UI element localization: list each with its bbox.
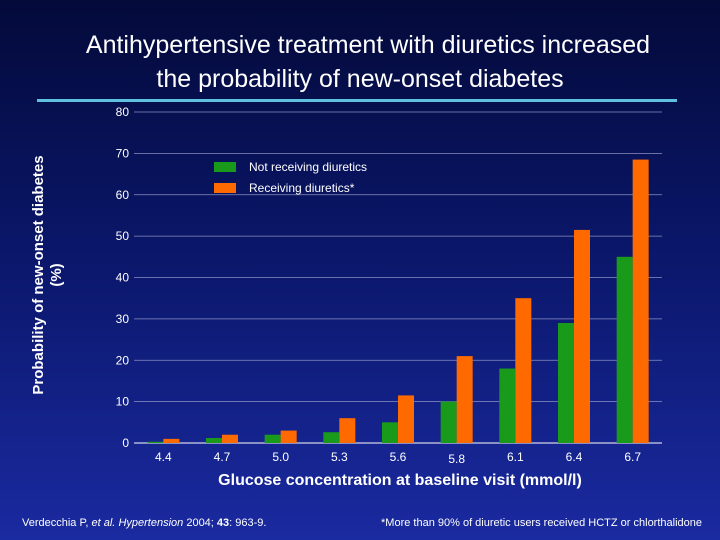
citation-volume: 43 xyxy=(216,517,230,529)
title-line-1: Antihypertensive treatment with diuretic… xyxy=(85,31,651,59)
bar-receiving-5.8 xyxy=(456,356,473,443)
y-tick-label-50: 50 xyxy=(116,229,130,243)
x-tick-label-5.6: 5.6 xyxy=(390,450,407,464)
x-tick-label-4.4: 4.4 xyxy=(155,450,172,464)
y-tick-label-0: 0 xyxy=(122,436,129,450)
footnote: *More than 90% of diuretic users receive… xyxy=(381,517,702,529)
bar-receiving-4.4 xyxy=(163,438,180,443)
x-tick-label-6.7: 6.7 xyxy=(624,450,641,464)
y-tick-label-40: 40 xyxy=(116,271,130,285)
bar-receiving-6.1 xyxy=(515,298,532,443)
slide-title: Antihypertensive treatment with diuretic… xyxy=(0,28,720,96)
bar-not-receiving-5.3 xyxy=(323,432,340,443)
bar-receiving-5.0 xyxy=(280,430,297,443)
x-tick-label-6.4: 6.4 xyxy=(566,450,583,464)
citation-year: 2004; xyxy=(186,517,217,529)
bar-receiving-4.7 xyxy=(222,434,238,443)
x-tick-label-5.0: 5.0 xyxy=(272,450,289,464)
bar-not-receiving-5.6 xyxy=(382,422,398,443)
bar-not-receiving-6.1 xyxy=(499,368,516,443)
bar-receiving-5.3 xyxy=(339,418,356,443)
bar-receiving-5.6 xyxy=(398,395,414,443)
x-axis-label: Glucose concentration at baseline visit … xyxy=(218,472,582,489)
chart-legend: Not receiving diuretics Receiving diuret… xyxy=(214,156,367,198)
citation-journal: Hypertension xyxy=(118,517,184,529)
title-divider xyxy=(37,99,677,102)
bar-not-receiving-4.4 xyxy=(147,441,164,443)
x-tick-label-5.3: 5.3 xyxy=(331,450,348,464)
bar-not-receiving-6.4 xyxy=(558,323,574,443)
title-line-2: the probability of new-onset diabetes xyxy=(156,65,564,93)
bar-receiving-6.4 xyxy=(574,229,590,443)
citation-etal: et al. xyxy=(91,517,116,529)
y-tick-label-60: 60 xyxy=(116,188,130,202)
legend-item-green: Not receiving diuretics xyxy=(214,156,367,177)
legend-swatch-green xyxy=(214,161,236,172)
legend-item-orange: Receiving diuretics* xyxy=(214,177,367,198)
citation-authors: Verdecchia P, xyxy=(22,517,92,529)
x-tick-label-6.1: 6.1 xyxy=(507,450,524,464)
legend-label-orange: Receiving diuretics* xyxy=(249,180,355,195)
bar-not-receiving-5.8 xyxy=(440,401,457,443)
legend-swatch-orange xyxy=(214,182,236,193)
legend-label-green: Not receiving diuretics xyxy=(249,159,368,174)
y-tick-label-30: 30 xyxy=(116,312,130,326)
bar-receiving-6.7 xyxy=(632,159,649,444)
bar-not-receiving-6.7 xyxy=(616,256,633,443)
bar-not-receiving-5.0 xyxy=(264,434,281,443)
bar-not-receiving-4.7 xyxy=(206,438,222,443)
citation-pages: : 963-9. xyxy=(229,517,267,529)
x-tick-label-4.7: 4.7 xyxy=(214,450,231,464)
y-tick-label-10: 10 xyxy=(116,395,130,409)
y-tick-label-80: 80 xyxy=(116,105,130,119)
x-tick-label-5.8: 5.8 xyxy=(448,452,465,466)
citation: Verdecchia P, et al. Hypertension 2004; … xyxy=(22,517,266,529)
y-tick-label-70: 70 xyxy=(116,146,130,160)
y-axis-label: Probability of new-onset diabetes (%) xyxy=(30,155,65,395)
y-tick-label-20: 20 xyxy=(116,353,130,367)
